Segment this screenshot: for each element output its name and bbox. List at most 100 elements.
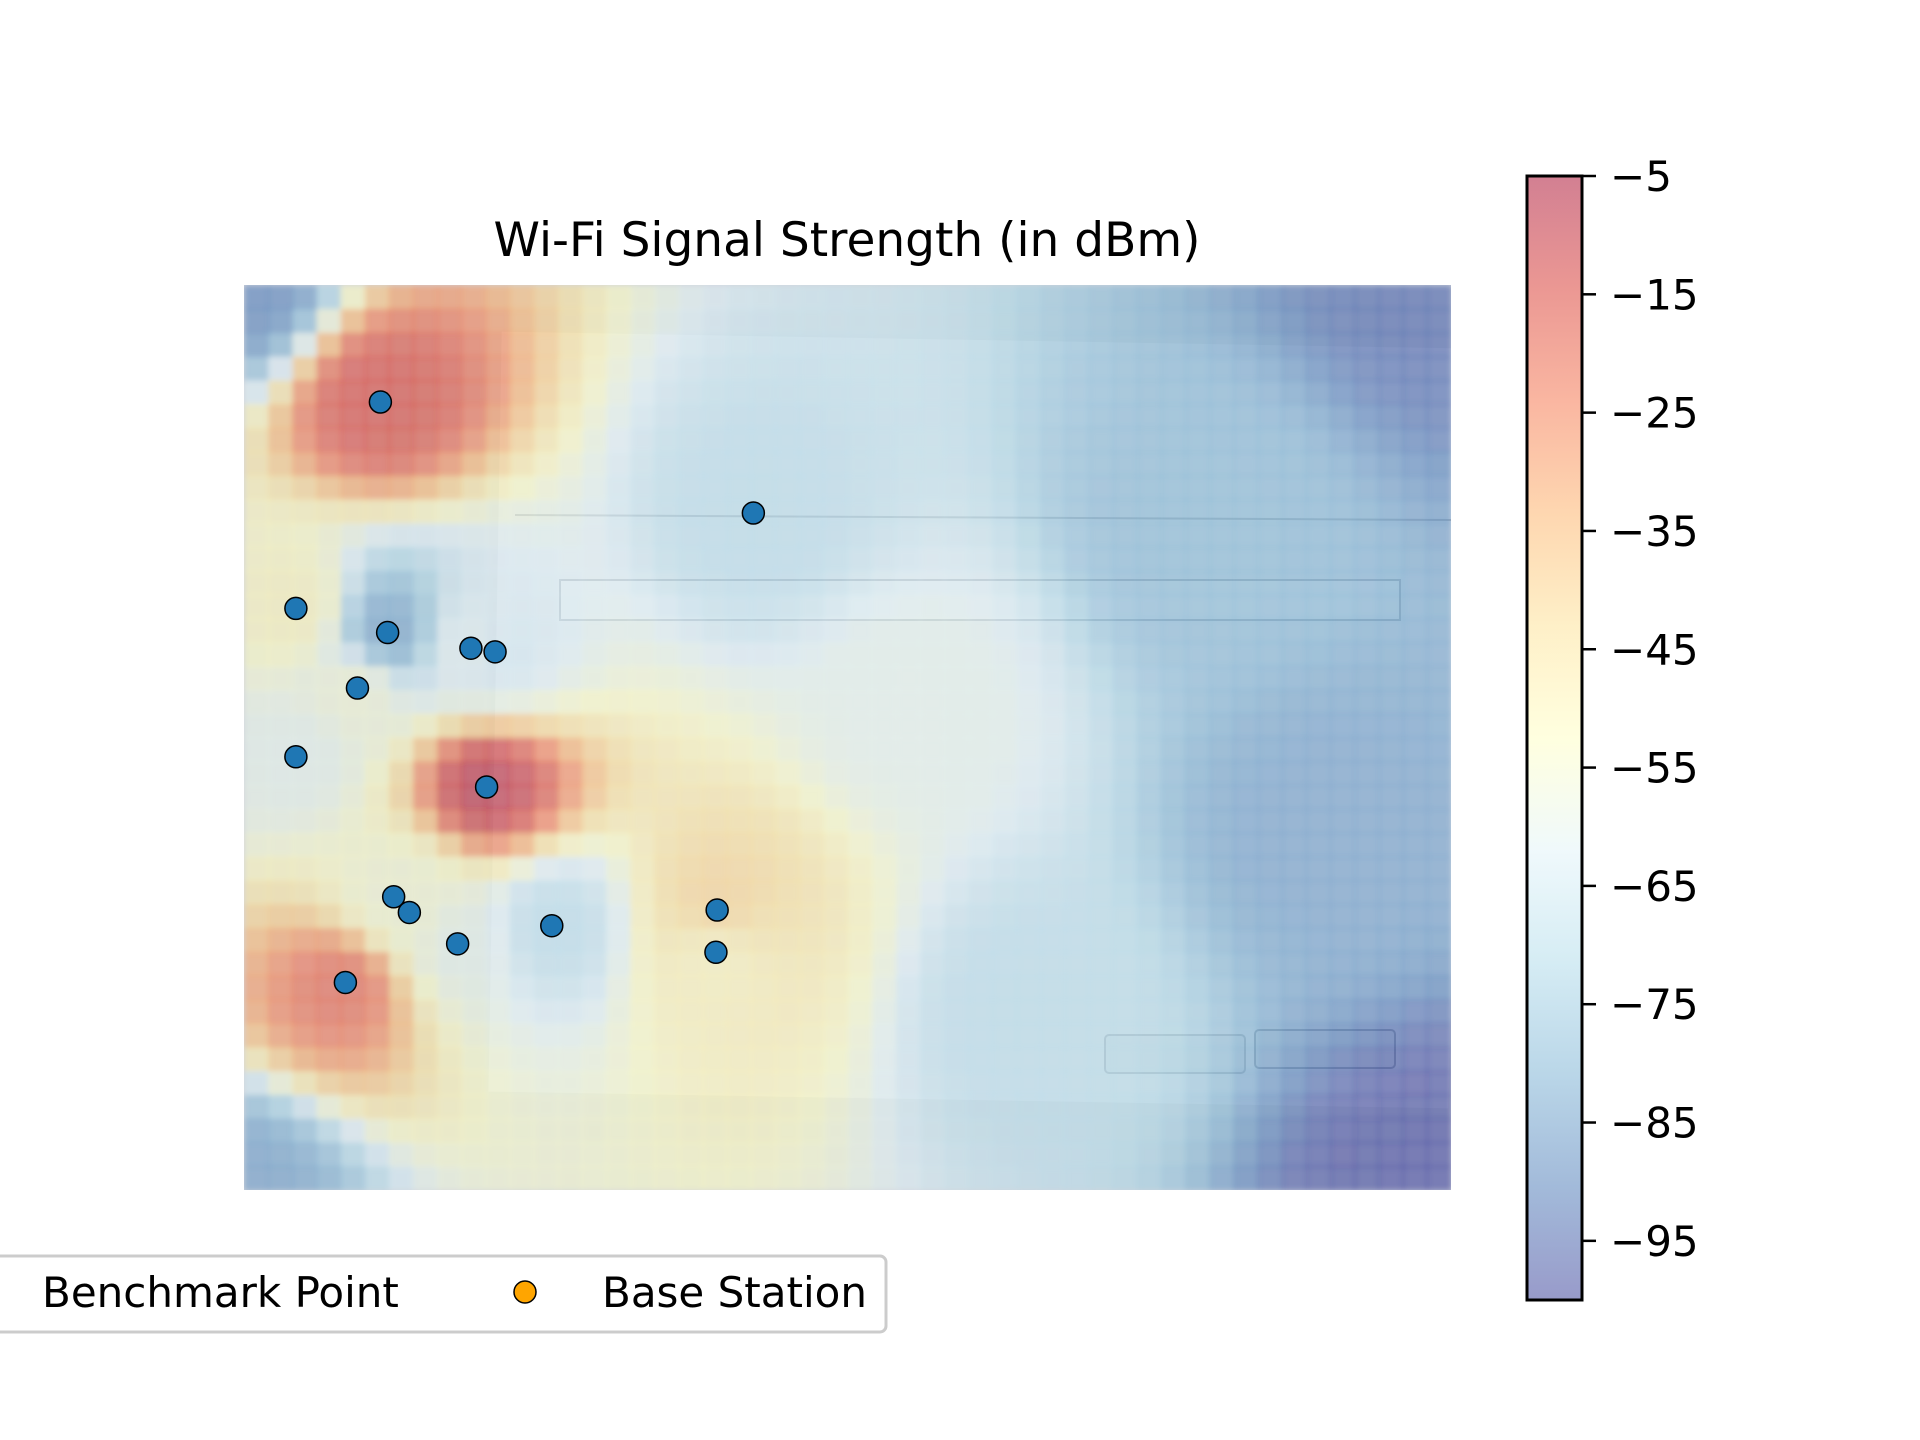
heatmap-cell [606,1118,632,1144]
heatmap-cell [654,546,680,572]
heatmap-cell [1185,499,1211,525]
colorbar-ticks: −5−15−25−35−45−55−65−75−85−95 [1582,152,1699,1266]
heatmap-cell [871,570,897,596]
heatmap-cell [364,570,390,596]
heatmap-cell [268,1047,294,1072]
heatmap-cell [775,285,801,310]
heatmap-cell [654,642,680,668]
heatmap-cell [557,761,583,787]
heatmap-cell [702,856,728,882]
heatmap-cell [1040,499,1066,525]
heatmap-cell [1113,308,1139,334]
heatmap-cell [1354,1142,1380,1168]
heatmap-cell [509,999,535,1025]
heatmap-cell [654,808,680,834]
heatmap-cell [823,594,849,620]
heatmap-cell [1064,713,1090,739]
heatmap-cell [1064,1047,1090,1072]
heatmap-cell [1354,451,1380,477]
heatmap-cell [775,308,801,334]
heatmap-cell [968,332,994,358]
heatmap-cell [1185,642,1211,668]
heatmap-cell [1040,832,1066,858]
heatmap-cell [823,904,849,930]
heatmap-cell [292,499,318,525]
heatmap-cell [485,546,511,572]
heatmap-cell [750,570,777,596]
heatmap-cell [726,856,752,882]
heatmap-cell [871,666,897,691]
heatmap-cell [1161,666,1187,691]
heatmap-cell [968,475,994,501]
heatmap-cell [581,546,608,572]
heatmap-cell [316,880,342,906]
heatmap-cell [944,928,970,953]
heatmap-cell [654,904,680,930]
heatmap-cell [1402,642,1428,668]
heatmap-cell [799,666,825,691]
heatmap-cell [1330,1047,1356,1072]
heatmap-cell [871,1142,897,1168]
heatmap-cell [799,1118,825,1144]
heatmap-cell [485,475,511,501]
heatmap-cell [316,499,342,525]
heatmap-cell [1185,1094,1211,1120]
heatmap-cell [340,499,366,525]
heatmap-cell [461,904,487,930]
heatmap-cell [992,951,1018,977]
heatmap-cell [1233,785,1259,810]
heatmap-cell [1016,451,1042,477]
heatmap-cell [775,451,801,477]
heatmap-cell [1402,1142,1428,1168]
heatmap-cell [823,1023,849,1049]
heatmap-cell [1113,1023,1139,1049]
heatmap-cell [340,713,366,739]
heatmap-cell [654,1070,680,1096]
heatmap-cell [775,1047,801,1072]
heatmap-cell [1064,1094,1090,1120]
heatmap-cell [1113,856,1139,882]
heatmap-cell [364,594,390,620]
heatmap-cell [1426,1142,1451,1168]
heatmap-cell [1040,1023,1066,1049]
heatmap-cell [581,380,608,406]
heatmap-cell [1354,618,1380,644]
heatmap-cell [1088,856,1115,882]
heatmap-cell [461,427,487,453]
heatmap-cell [1161,308,1187,334]
heatmap-cell [1306,785,1332,810]
heatmap-cell [871,594,897,620]
heatmap-cell [388,999,414,1025]
heatmap-cell [1209,570,1235,596]
heatmap-cell [437,308,463,334]
heatmap-cell [775,975,801,1001]
heatmap-cell [1209,689,1235,715]
heatmap-cell [992,1023,1018,1049]
heatmap-cell [292,1047,318,1072]
heatmap-cell [533,737,559,763]
heatmap-cell [1113,380,1139,406]
heatmap-cell [968,546,994,572]
heatmap-cell [1137,380,1163,406]
heatmap-cell [847,332,873,358]
heatmap-cell [1426,832,1451,858]
heatmap-cell [388,832,414,858]
heatmap-cell [847,904,873,930]
heatmap-cell [1257,427,1284,453]
heatmap-cell [1233,856,1259,882]
heatmap-cell [606,928,632,953]
heatmap-cell [726,594,752,620]
heatmap-cell [775,737,801,763]
heatmap-cell [244,1047,270,1072]
heatmap-cell [557,285,583,310]
heatmap-cell [1233,642,1259,668]
heatmap-cell [968,928,994,953]
heatmap-cell [1378,761,1404,787]
heatmap-cell [292,642,318,668]
heatmap-cell [919,356,946,382]
heatmap-cell [702,761,728,787]
heatmap-cell [1016,546,1042,572]
heatmap-cell [726,1047,752,1072]
heatmap-cell [1016,285,1042,310]
heatmap-cell [557,475,583,501]
